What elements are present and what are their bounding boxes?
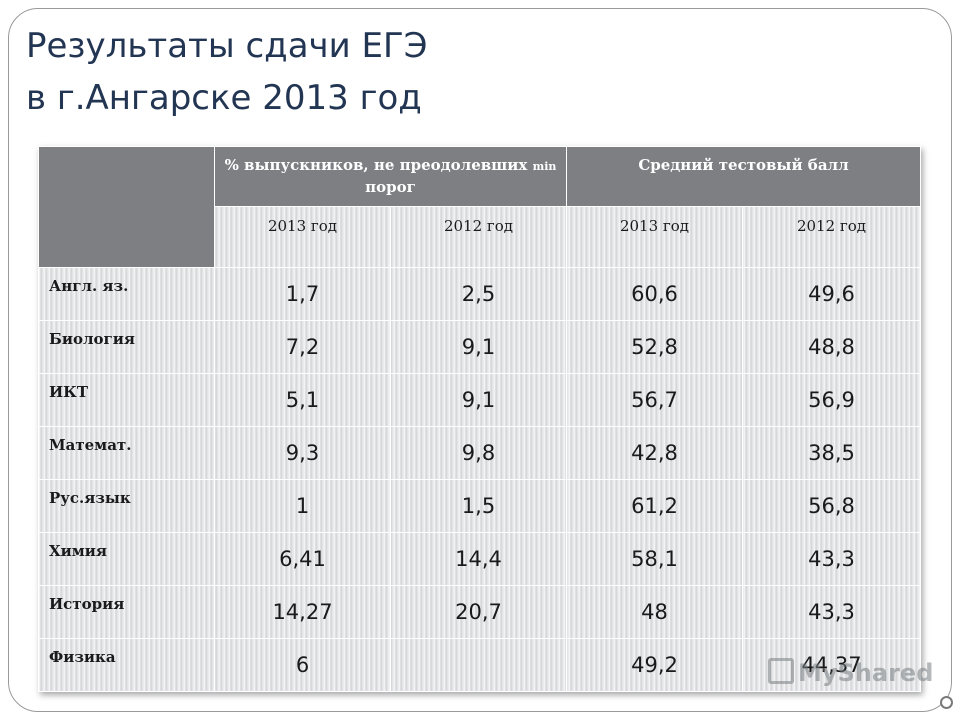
- subject-cell: Биология: [38, 320, 215, 374]
- page-title: Результаты сдачи ЕГЭ в г.Ангарске 2013 г…: [26, 20, 906, 124]
- results-table: % выпускников, не преодолевших min порог…: [38, 146, 921, 692]
- title-line-2: в г.Ангарске 2013 год: [26, 78, 422, 118]
- title-line-1: Результаты сдачи ЕГЭ: [26, 26, 428, 66]
- value-cell: 58,1: [566, 532, 743, 586]
- subject-cell: Физика: [38, 638, 215, 692]
- value-cell: 56,9: [742, 373, 921, 427]
- subject-cell: ИКТ: [38, 373, 215, 427]
- value-cell: 56,8: [742, 479, 921, 533]
- value-cell: 56,7: [566, 373, 743, 427]
- value-cell: 49,2: [566, 638, 743, 692]
- table-row: Биология 7,2 9,1 52,8 48,8: [38, 320, 921, 374]
- value-cell: 20,7: [390, 585, 567, 639]
- value-cell: 42,8: [566, 426, 743, 480]
- subject-cell: Химия: [38, 532, 215, 586]
- header-row: % выпускников, не преодолевших min порог…: [38, 146, 921, 268]
- value-cell: 5,1: [214, 373, 391, 427]
- header-corner-cell: [38, 146, 215, 268]
- table-row: Рус.язык 1 1,5 61,2 56,8: [38, 479, 921, 533]
- subject-cell: История: [38, 585, 215, 639]
- subject-cell: Математ.: [38, 426, 215, 480]
- table-row: Математ. 9,3 9,8 42,8 38,5: [38, 426, 921, 480]
- year-cell: 2013 год: [566, 206, 743, 268]
- year-cell: 2012 год: [742, 206, 921, 268]
- table-row: Физика 6 49,2 44,37: [38, 638, 921, 692]
- value-cell: 9,1: [390, 373, 567, 427]
- value-cell: [390, 638, 567, 692]
- value-cell: 1,7: [214, 267, 391, 321]
- value-cell: 7,2: [214, 320, 391, 374]
- header-failed-percent: % выпускников, не преодолевших min порог: [214, 146, 567, 207]
- header-average-score: Средний тестовый балл: [566, 146, 921, 207]
- slide-corner-marker: [940, 696, 953, 709]
- value-cell: 52,8: [566, 320, 743, 374]
- value-cell: 6: [214, 638, 391, 692]
- value-cell: 48: [566, 585, 743, 639]
- value-cell: 1: [214, 479, 391, 533]
- value-cell: 14,4: [390, 532, 567, 586]
- value-cell: 9,1: [390, 320, 567, 374]
- value-cell: 2,5: [390, 267, 567, 321]
- table-row: ИКТ 5,1 9,1 56,7 56,9: [38, 373, 921, 427]
- subject-cell: Англ. яз.: [38, 267, 215, 321]
- value-cell: 9,8: [390, 426, 567, 480]
- value-cell: 9,3: [214, 426, 391, 480]
- value-cell: 48,8: [742, 320, 921, 374]
- value-cell: 6,41: [214, 532, 391, 586]
- value-cell: 61,2: [566, 479, 743, 533]
- year-cell: 2013 год: [214, 206, 391, 268]
- value-cell: 1,5: [390, 479, 567, 533]
- value-cell: 38,5: [742, 426, 921, 480]
- value-cell: 14,27: [214, 585, 391, 639]
- value-cell: 43,3: [742, 585, 921, 639]
- value-cell: 43,3: [742, 532, 921, 586]
- table-row: Химия 6,41 14,4 58,1 43,3: [38, 532, 921, 586]
- table-row: Англ. яз. 1,7 2,5 60,6 49,6: [38, 267, 921, 321]
- value-cell: 44,37: [742, 638, 921, 692]
- table-row: История 14,27 20,7 48 43,3: [38, 585, 921, 639]
- year-cell: 2012 год: [390, 206, 567, 268]
- subject-cell: Рус.язык: [38, 479, 215, 533]
- value-cell: 49,6: [742, 267, 921, 321]
- value-cell: 60,6: [566, 267, 743, 321]
